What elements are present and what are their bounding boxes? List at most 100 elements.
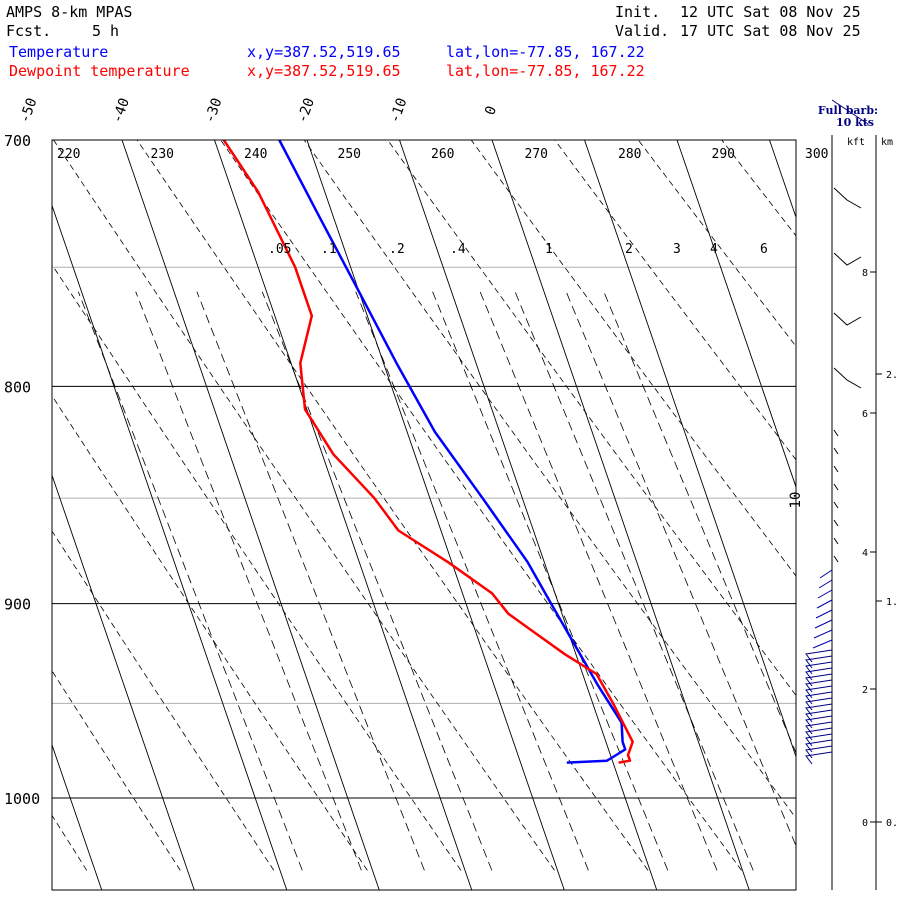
legend-dewpoint-latlon: lat,lon=-77.85, 167.22: [446, 62, 645, 80]
legend-temperature-xy: x,y=387.52,519.65: [247, 43, 401, 61]
legend-temperature-latlon: lat,lon=-77.85, 167.22: [446, 43, 645, 61]
mixing-ratio-label: 3: [673, 242, 681, 257]
wind-barb: [805, 703, 833, 717]
wind-barb: [833, 447, 839, 455]
wind-barb: [805, 745, 833, 759]
isotherm-line: [769, 140, 796, 219]
mixing-ratio-label: 1: [545, 242, 553, 257]
mixing-ratio-line: [565, 291, 796, 847]
isotherm-line: [399, 140, 658, 890]
isotherm-label: 10: [788, 492, 804, 509]
mixing-ratio-line: [196, 291, 425, 871]
isotherm-label: 0: [482, 104, 500, 117]
isotherm-label: -10: [387, 96, 411, 125]
wind-barb: [805, 649, 833, 663]
dry-adiabat-line: [220, 140, 742, 871]
wind-barb: [805, 685, 833, 699]
isotherm-line: [491, 140, 750, 890]
wind-barb: [833, 252, 862, 266]
valid-value: 17 UTC Sat 08 Nov 25: [680, 22, 861, 40]
dry-adiabat-line: [387, 140, 796, 697]
wind-barb: [833, 187, 862, 209]
wind-barb: [833, 367, 862, 389]
wind-barb: [805, 655, 833, 669]
wind-barb: [833, 483, 839, 491]
kft-label: kft: [847, 137, 865, 148]
mixing-ratio-label: 2: [625, 242, 633, 257]
isotherm-label: -40: [109, 96, 133, 125]
dry-adiabat-line: [136, 140, 649, 871]
mixing-ratio-label: .05: [268, 242, 291, 257]
kft-tick-label: 8: [862, 268, 868, 279]
kft-tick-label: 0: [862, 818, 868, 829]
mixing-ratio-line: [432, 291, 669, 871]
wind-barb: [833, 537, 839, 545]
dry-adiabat-line: [637, 140, 796, 348]
model-title: AMPS 8-km MPAS: [6, 3, 133, 21]
wind-barb: [816, 599, 833, 609]
pressure-tick-label: 700: [4, 132, 31, 150]
wind-barb: [833, 312, 862, 326]
wind-barb: [833, 465, 839, 473]
mixing-ratio-line: [479, 291, 718, 871]
mixing-ratio-line: [355, 291, 589, 871]
theta-label: 290: [712, 147, 735, 162]
wind-barb: [805, 739, 833, 753]
legend-dewpoint-name: Dewpoint temperature: [9, 62, 190, 80]
theta-label: 300: [805, 147, 828, 162]
kft-tick-label: 2: [862, 685, 868, 696]
km-tick-label: 2.: [886, 370, 898, 381]
wind-barb: [819, 569, 833, 579]
valid-label: Valid.: [615, 22, 670, 40]
dry-adiabat-line: [52, 264, 462, 871]
wind-barb: [805, 709, 833, 723]
legend-temperature-name: Temperature: [9, 43, 109, 61]
pressure-tick-label: 1000: [4, 790, 40, 808]
wind-barb: [805, 679, 833, 693]
wind-barb: [817, 589, 833, 599]
kft-tick-label: 4: [862, 548, 868, 559]
legend-dewpoint-xy: x,y=387.52,519.65: [247, 62, 401, 80]
dry-adiabat-line: [52, 814, 88, 871]
init-label: Init.: [615, 3, 661, 21]
km-tick-label: 0.: [886, 818, 898, 829]
pressure-tick-label: 900: [4, 596, 31, 614]
dry-adiabat-line: [52, 670, 181, 871]
wind-barb: [814, 619, 833, 629]
wind-barb: [805, 661, 833, 675]
wind-barb: [805, 733, 833, 747]
wind-barb: [812, 639, 833, 649]
mixing-ratio-line: [603, 291, 796, 754]
dry-adiabat-line: [53, 140, 555, 871]
pressure-tick-label: 800: [4, 378, 31, 396]
wind-barb: [833, 519, 839, 527]
isotherm-label: -50: [17, 96, 41, 125]
isotherm-line: [584, 140, 796, 759]
isotherm-line: [862, 140, 900, 890]
theta-label: 230: [151, 147, 174, 162]
isotherm-line: [52, 743, 103, 890]
theta-label: 260: [431, 147, 454, 162]
wind-panel-unit: 10 kts: [836, 116, 874, 129]
isotherm-line: [121, 140, 380, 890]
wind-barb: [833, 555, 839, 563]
mixing-ratio-label: .1: [321, 242, 337, 257]
dry-adiabat-line: [303, 140, 796, 819]
wind-barb: [805, 715, 833, 729]
mixing-ratio-label: .4: [450, 242, 466, 257]
wind-barb: [833, 501, 839, 509]
km-tick-label: 1.: [886, 597, 898, 608]
isotherm-line: [52, 204, 288, 890]
wind-barb: [813, 629, 833, 639]
dry-adiabat-line: [52, 395, 368, 871]
wind-barb: [833, 429, 839, 437]
theta-label: 280: [618, 147, 641, 162]
theta-label: 270: [525, 147, 548, 162]
sample-barb-staff: [831, 99, 869, 125]
dewpoint-profile-line: [222, 140, 634, 764]
theta-label: 240: [244, 147, 267, 162]
isotherm-line: [306, 140, 565, 890]
temperature-profile-line: [278, 140, 627, 764]
forecast-value: 5 h: [92, 22, 120, 40]
mixing-ratio-label: 4: [710, 242, 718, 257]
